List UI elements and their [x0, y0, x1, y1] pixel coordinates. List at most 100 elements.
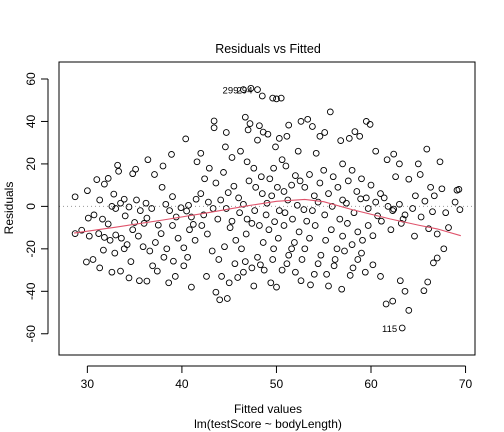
y-axis-title: Residuals [2, 182, 16, 235]
residual-point [321, 129, 329, 136]
residual-point [84, 214, 92, 222]
residual-point [295, 228, 303, 236]
residual-point [182, 135, 190, 143]
residual-point [341, 247, 348, 255]
x-tick-label: 70 [459, 377, 473, 391]
residual-point [235, 194, 242, 202]
residual-point [193, 158, 201, 166]
residual-point [131, 219, 138, 226]
residual-point [240, 268, 247, 276]
residual-point [192, 195, 200, 203]
residual-point [456, 206, 464, 213]
residual-point [273, 283, 280, 291]
residual-point [401, 211, 409, 219]
residual-point [377, 190, 384, 197]
residual-point [250, 282, 258, 290]
residual-point [429, 208, 436, 216]
residual-point [316, 132, 324, 140]
residual-point [275, 207, 283, 214]
residual-point [232, 236, 240, 244]
residual-point [135, 232, 142, 240]
smoother-layer [74, 198, 461, 237]
residual-point [149, 262, 156, 270]
residual-point [364, 205, 372, 212]
residual-point [316, 179, 324, 187]
residual-point [120, 195, 128, 203]
residual-point [189, 221, 197, 228]
residual-point [272, 143, 279, 151]
residual-point [162, 200, 170, 208]
residual-point [367, 181, 375, 189]
residual-point [125, 203, 133, 211]
residual-point [359, 236, 366, 244]
residual-point [364, 222, 372, 229]
residual-point [397, 220, 405, 227]
residual-point [398, 324, 406, 332]
residual-point [169, 193, 176, 200]
residual-point [210, 124, 218, 132]
residual-point [301, 183, 309, 191]
residual-point [292, 268, 299, 276]
residual-point [241, 113, 249, 121]
residual-point [445, 224, 452, 231]
residual-point [301, 245, 309, 253]
residual-point [346, 272, 354, 279]
residual-point [353, 188, 361, 195]
residual-point [208, 247, 216, 255]
residual-point [292, 172, 299, 179]
residual-point [251, 207, 259, 214]
residual-point [390, 205, 398, 213]
residual-point [142, 199, 150, 207]
residual-point [120, 245, 128, 253]
residual-point [417, 213, 425, 221]
residual-point [216, 296, 224, 304]
residual-point [405, 307, 413, 314]
residual-point [269, 94, 277, 102]
residual-point [265, 226, 273, 234]
y-tick-label: 20 [24, 157, 38, 171]
residual-point [222, 129, 230, 136]
residual-point [323, 270, 330, 278]
residual-point [160, 253, 168, 261]
residual-point [339, 232, 346, 240]
residual-point [133, 196, 140, 204]
residual-point [260, 266, 268, 274]
y-tick-label: 0 [24, 203, 38, 210]
residual-point [433, 230, 441, 238]
residual-point [217, 196, 225, 204]
residual-point [237, 147, 244, 155]
residual-point [304, 115, 312, 123]
residual-point [281, 209, 289, 217]
residual-point [108, 268, 116, 276]
residual-point [351, 128, 359, 135]
residual-point [285, 121, 293, 129]
residual-point [307, 281, 314, 289]
residual-point [248, 220, 256, 227]
residual-point [334, 183, 342, 191]
residual-point [112, 205, 120, 212]
residual-point [267, 279, 275, 287]
residual-point [297, 118, 305, 125]
residual-point [349, 264, 357, 272]
residual-point [259, 239, 267, 246]
residual-point [180, 262, 188, 270]
residual-point [104, 220, 112, 228]
residual-point [197, 149, 205, 157]
residual-point [83, 258, 90, 266]
residual-point [405, 175, 413, 183]
residual-point [96, 196, 104, 204]
residual-point [266, 175, 274, 183]
residual-point [282, 162, 290, 170]
residual-point [442, 209, 450, 217]
residual-point [212, 179, 220, 187]
residual-point [218, 273, 225, 280]
residual-point [152, 239, 159, 246]
residual-point [345, 135, 353, 142]
residual-point [366, 121, 374, 128]
residual-point [433, 254, 441, 262]
residual-point [298, 256, 306, 263]
residual-point [275, 135, 283, 142]
residual-point [331, 256, 339, 263]
residual-point [436, 158, 444, 166]
residual-point [409, 205, 416, 212]
